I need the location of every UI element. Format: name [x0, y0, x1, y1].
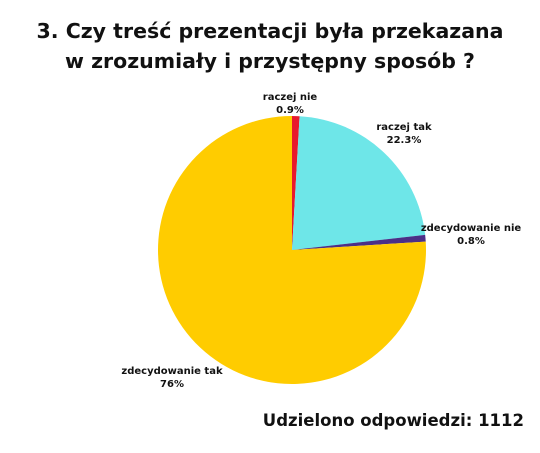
slice-value-raczej-nie: 0.9%: [276, 105, 304, 116]
slice-label-raczej-tak: raczej tak: [376, 122, 432, 133]
pie-slice-zdecydowanie-nie: [292, 234, 426, 250]
slice-value-raczej-tak: 22.3%: [387, 135, 422, 146]
slice-label-raczej-nie: raczej nie: [263, 92, 318, 103]
pie-slice-raczej-tak: [292, 116, 426, 250]
chart-title-line-1: 3. Czy treść prezentacji była przekazana: [36, 19, 504, 43]
slice-value-zdecydowanie-nie: 0.8%: [457, 236, 485, 247]
slice-label-zdecydowanie-tak: zdecydowanie tak: [121, 366, 223, 377]
pie-slice-zdecydowanie-tak: [157, 116, 427, 385]
slice-label-zdecydowanie-nie: zdecydowanie nie: [421, 223, 522, 234]
response-count: Udzielono odpowiedzi: 1112: [262, 411, 524, 430]
pie-slice-raczej-nie: [292, 116, 300, 250]
chart-title-line-2: w zrozumiały i przystępny sposób ?: [65, 49, 475, 73]
chart-title: 3. Czy treść prezentacji była przekazana…: [0, 16, 540, 76]
slice-value-zdecydowanie-tak: 76%: [160, 379, 184, 390]
